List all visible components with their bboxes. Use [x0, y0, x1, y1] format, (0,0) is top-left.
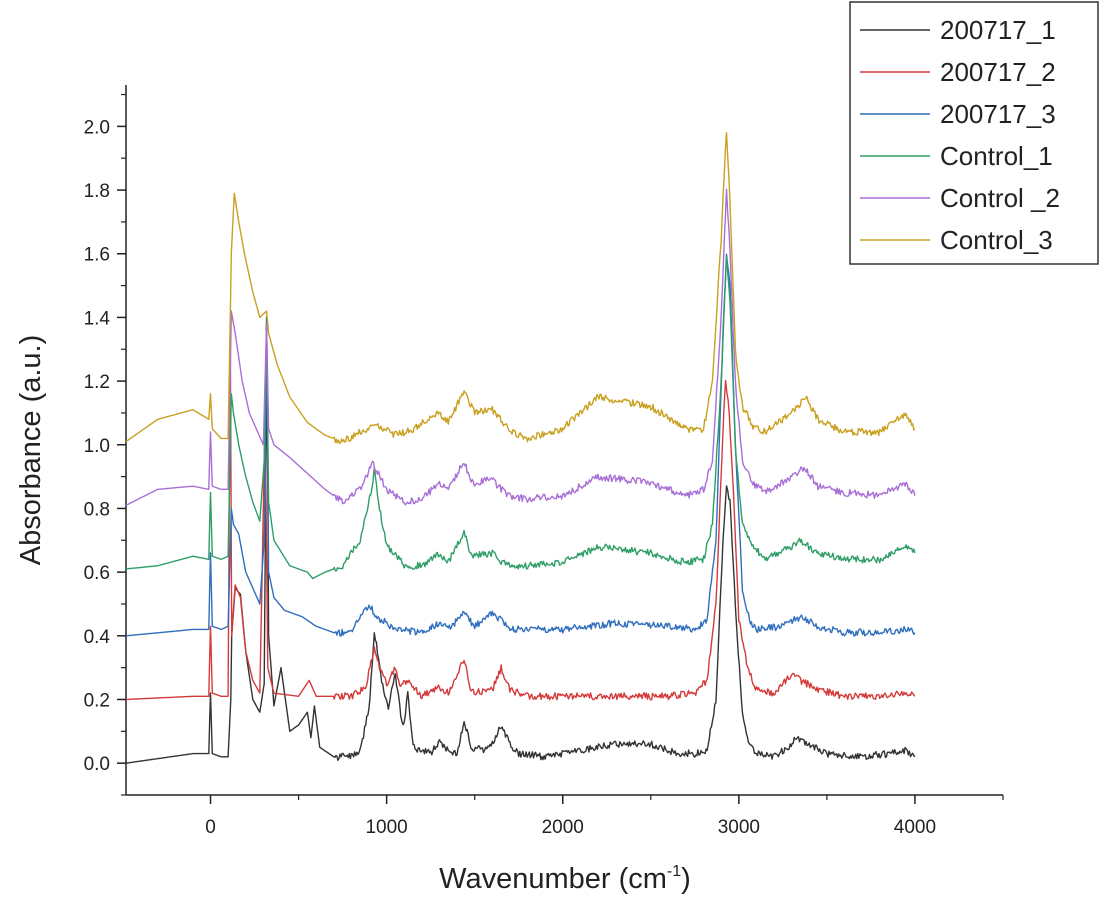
x-axis-title: Wavenumber (cm-1) [439, 863, 691, 895]
series-lines [125, 131, 916, 764]
series-line [125, 342, 916, 764]
series-line [125, 188, 916, 506]
legend: 200717_1 200717_2 200717_3 Control_1 Control… [849, 1, 1099, 265]
legend-label: Control_3 [940, 225, 1053, 255]
y-tick-label: 1.8 [84, 181, 110, 202]
y-axis: 0.0 0.2 0.4 0.6 0.8 1.0 1.2 1.4 1.6 1.8 2.0 [84, 85, 127, 796]
legend-label: Control_1 [940, 141, 1053, 171]
x-tick-label: 3000 [718, 817, 760, 838]
x-tick-label: 4000 [894, 817, 936, 838]
y-tick-label: 0.0 [84, 754, 110, 775]
series-line [125, 131, 916, 444]
y-tick-label: 0.4 [84, 627, 111, 648]
x-ticks: 0 1000 2000 3000 4000 [205, 795, 1004, 838]
y-tick-label: 2.0 [84, 117, 110, 138]
x-axis: 0 1000 2000 3000 4000 [126, 794, 1004, 838]
x-tick-label: 2000 [542, 817, 584, 838]
y-tick-label: 1.6 [84, 245, 110, 266]
y-ticks: 0.0 0.2 0.4 0.6 0.8 1.0 1.2 1.4 1.6 1.8 2.0 [84, 93, 126, 796]
legend-label: 200717_2 [940, 57, 1056, 87]
legend-box [849, 1, 1099, 265]
x-tick-label: 0 [205, 817, 216, 838]
y-tick-label: 1.0 [84, 436, 110, 457]
y-tick-label: 0.8 [84, 499, 110, 520]
y-tick-label: 1.2 [84, 372, 110, 393]
series-line [125, 256, 916, 580]
y-axis-title: Absorbance (a.u.) [15, 335, 47, 566]
legend-label: 200717_1 [940, 15, 1056, 45]
legend-label: Control _2 [940, 183, 1060, 213]
y-tick-label: 0.2 [84, 690, 110, 711]
x-tick-label: 1000 [365, 817, 407, 838]
y-tick-label: 1.4 [84, 308, 111, 329]
series-line [125, 339, 916, 701]
legend-label: 200717_3 [940, 99, 1056, 129]
series-line [125, 253, 916, 637]
y-tick-label: 0.6 [84, 563, 110, 584]
legend-items: 200717_1 200717_2 200717_3 Control_1 Control… [860, 15, 1060, 255]
